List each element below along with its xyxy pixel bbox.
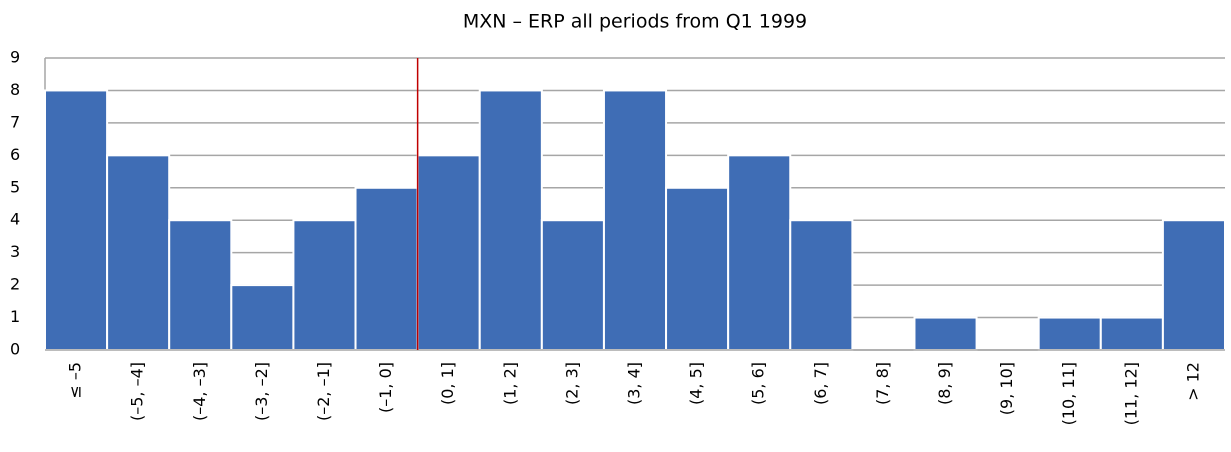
x-tick-label: > 12 bbox=[1183, 362, 1202, 401]
y-tick-label: 5 bbox=[10, 177, 20, 196]
y-tick-label: 4 bbox=[10, 210, 20, 229]
x-tick-label: (–4, –3] bbox=[190, 362, 209, 421]
y-tick-label: 0 bbox=[10, 340, 20, 359]
bar bbox=[106, 154, 171, 351]
x-tick-label: (2, 3] bbox=[562, 362, 581, 405]
x-tick-label: (0, 1] bbox=[438, 362, 457, 405]
x-tick-label: ≤ –5 bbox=[66, 362, 85, 399]
bar bbox=[478, 89, 543, 351]
bar bbox=[665, 186, 730, 351]
bar bbox=[416, 154, 481, 351]
y-tick-label: 8 bbox=[10, 80, 20, 99]
bar bbox=[168, 219, 233, 351]
x-tick-label: (3, 4] bbox=[625, 362, 644, 405]
bar bbox=[789, 219, 854, 351]
y-tick-label: 3 bbox=[10, 242, 20, 261]
y-tick-label: 9 bbox=[10, 48, 20, 67]
x-tick-label: (6, 7] bbox=[811, 362, 830, 405]
chart-title: MXN – ERP all periods from Q1 1999 bbox=[463, 11, 807, 33]
bar bbox=[540, 219, 605, 351]
x-tick-label: (–5, –4] bbox=[128, 362, 147, 421]
bar bbox=[354, 186, 419, 351]
x-tick-label: (7, 8] bbox=[873, 362, 892, 405]
bar bbox=[1037, 316, 1102, 351]
x-tick-label: (–3, –2] bbox=[252, 362, 271, 421]
bar bbox=[230, 284, 295, 351]
bar bbox=[44, 89, 109, 351]
bar bbox=[727, 154, 792, 351]
bar bbox=[602, 89, 668, 351]
bar bbox=[913, 316, 978, 351]
x-tick-label: (–2, –1] bbox=[314, 362, 333, 421]
x-tick-label: (5, 6] bbox=[749, 362, 768, 405]
x-tick-label: (11, 12] bbox=[1121, 362, 1140, 425]
bar bbox=[1099, 316, 1164, 351]
bar bbox=[1161, 219, 1227, 351]
y-tick-label: 6 bbox=[10, 145, 20, 164]
x-tick-label: (–1, 0] bbox=[376, 362, 395, 413]
x-tick-label: (4, 5] bbox=[687, 362, 706, 405]
y-tick-label: 1 bbox=[10, 307, 20, 326]
x-tick-label: (9, 10] bbox=[997, 362, 1016, 415]
y-tick-label: 2 bbox=[10, 275, 20, 294]
bar bbox=[292, 219, 357, 351]
x-tick-label: (8, 9] bbox=[935, 362, 954, 405]
y-tick-label: 7 bbox=[10, 112, 20, 131]
x-tick-label: (10, 11] bbox=[1059, 362, 1078, 425]
x-tick-label: (1, 2] bbox=[500, 362, 519, 405]
